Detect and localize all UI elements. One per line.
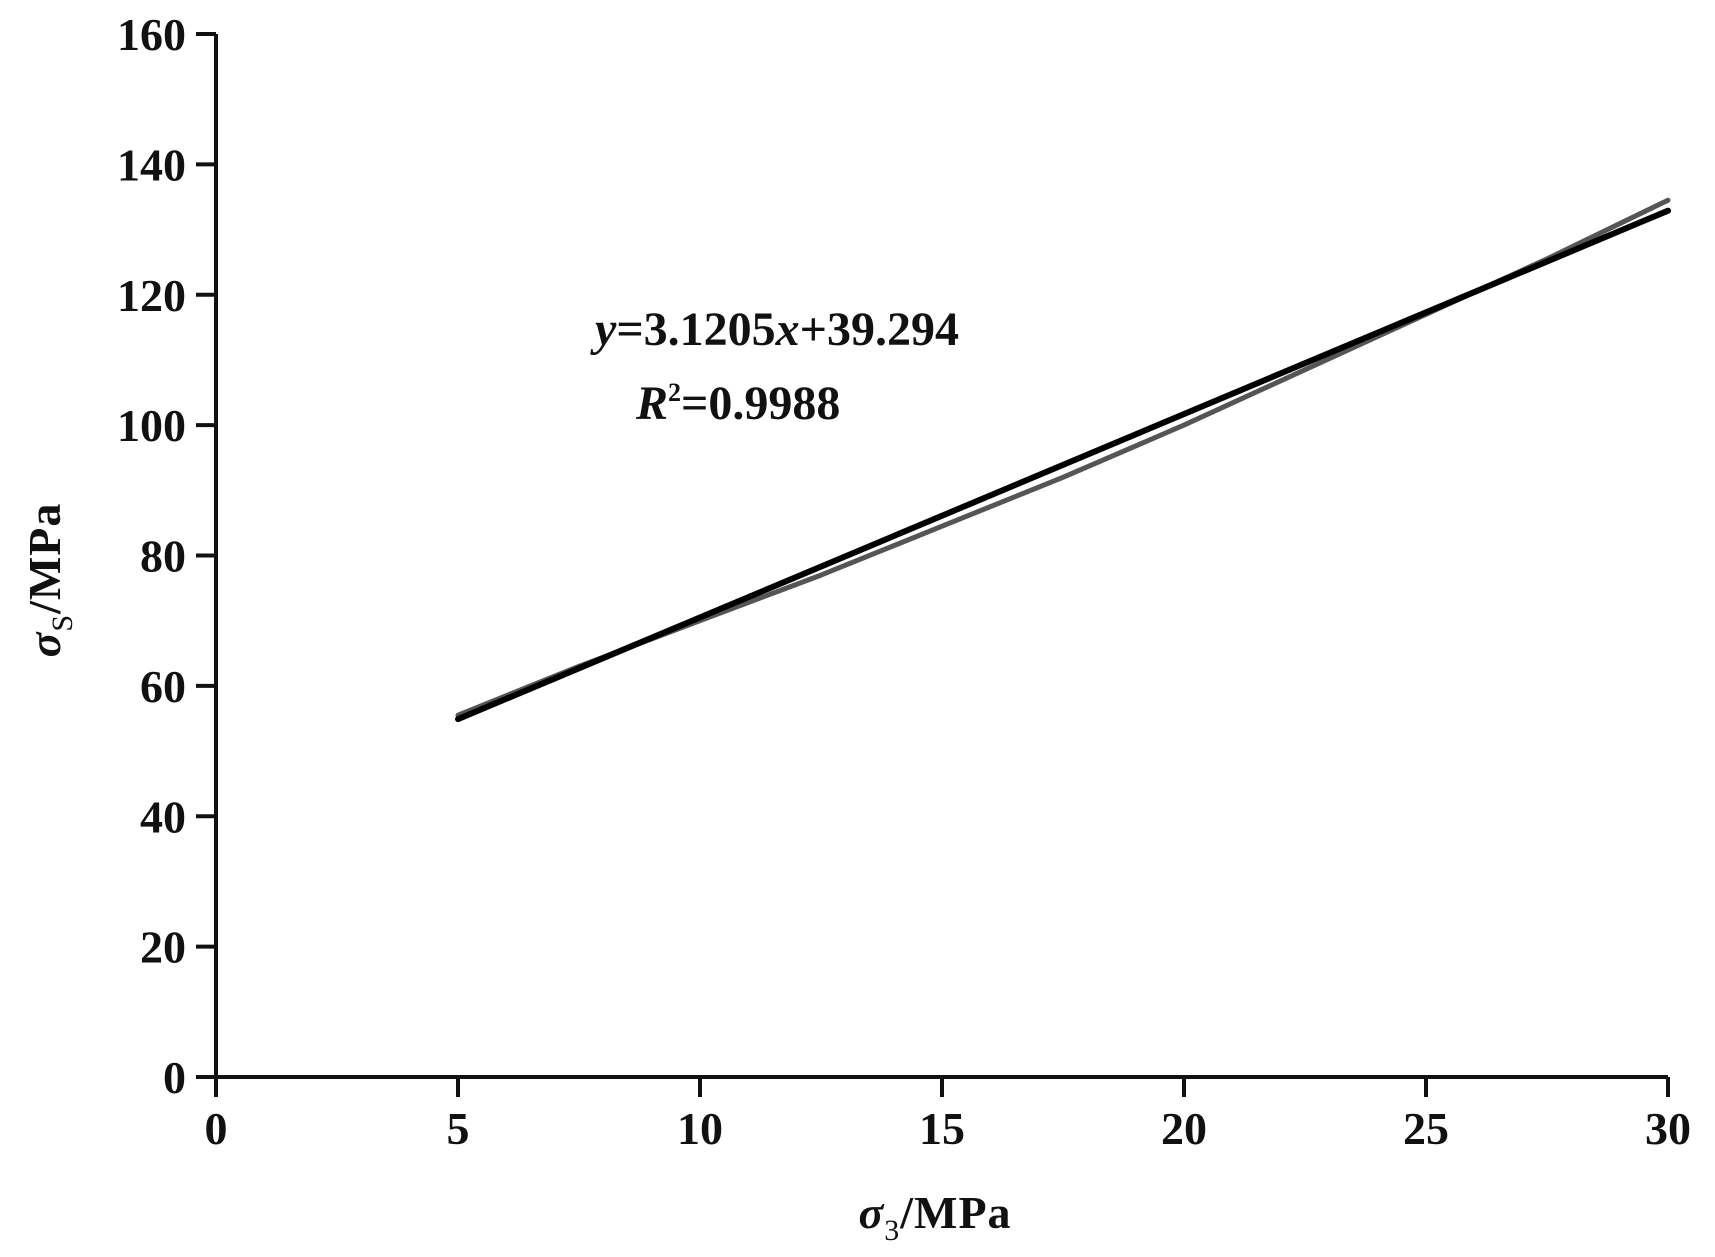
y-axis-title: σS/MPa <box>19 503 79 658</box>
measured-curve-line <box>455 197 1671 718</box>
linear-fit-line <box>455 207 1671 723</box>
y-tick-label: 80 <box>140 531 186 582</box>
y-tick-label: 0 <box>163 1052 186 1103</box>
x-tick-label: 10 <box>677 1103 723 1154</box>
x-tick-label: 30 <box>1645 1103 1691 1154</box>
y-ticks: 0 20 40 60 80 100 120 140 160 <box>117 9 216 1103</box>
x-axis-unit: /MPa <box>899 1187 1011 1238</box>
r-squared-symbol: R <box>635 377 668 430</box>
r-squared-value: =0.9988 <box>681 377 840 430</box>
x-tick-label: 15 <box>919 1103 965 1154</box>
x-axis-title: σ3/MPa <box>858 1187 1011 1247</box>
y-axis-subscript: S <box>46 614 79 632</box>
y-tick-label: 160 <box>117 9 186 60</box>
x-axis-symbol: σ <box>858 1187 884 1238</box>
x-tick-label: 5 <box>447 1103 470 1154</box>
equation-slope: =3.1205 <box>616 303 775 356</box>
x-tick-label: 0 <box>205 1103 228 1154</box>
x-axis-subscript: 3 <box>884 1214 900 1247</box>
y-tick-label: 140 <box>117 139 186 190</box>
equation-annotation: y=3.1205x+39.294 <box>590 303 959 356</box>
y-tick-label: 20 <box>140 922 186 973</box>
y-tick-label: 40 <box>140 791 186 842</box>
x-tick-label: 20 <box>1161 1103 1207 1154</box>
equation-x-symbol: x <box>775 303 800 356</box>
y-axis-unit: /MPa <box>19 503 70 615</box>
y-axis-symbol: σ <box>19 631 70 657</box>
y-tick-label: 60 <box>140 661 186 712</box>
x-ticks: 0 5 10 15 20 25 30 <box>205 1077 1691 1154</box>
axes: 0 20 40 60 80 100 120 140 160 0 5 10 15 20 25 30 <box>117 9 1691 1154</box>
equation-intercept: +39.294 <box>800 303 959 356</box>
x-tick-label: 25 <box>1403 1103 1449 1154</box>
r-squared-exponent: 2 <box>668 378 681 407</box>
r-squared-annotation: R2=0.9988 <box>635 377 840 430</box>
y-tick-label: 120 <box>117 270 186 321</box>
series-layer <box>455 197 1671 723</box>
y-tick-label: 100 <box>117 400 186 451</box>
equation-y-symbol: y <box>590 303 617 356</box>
